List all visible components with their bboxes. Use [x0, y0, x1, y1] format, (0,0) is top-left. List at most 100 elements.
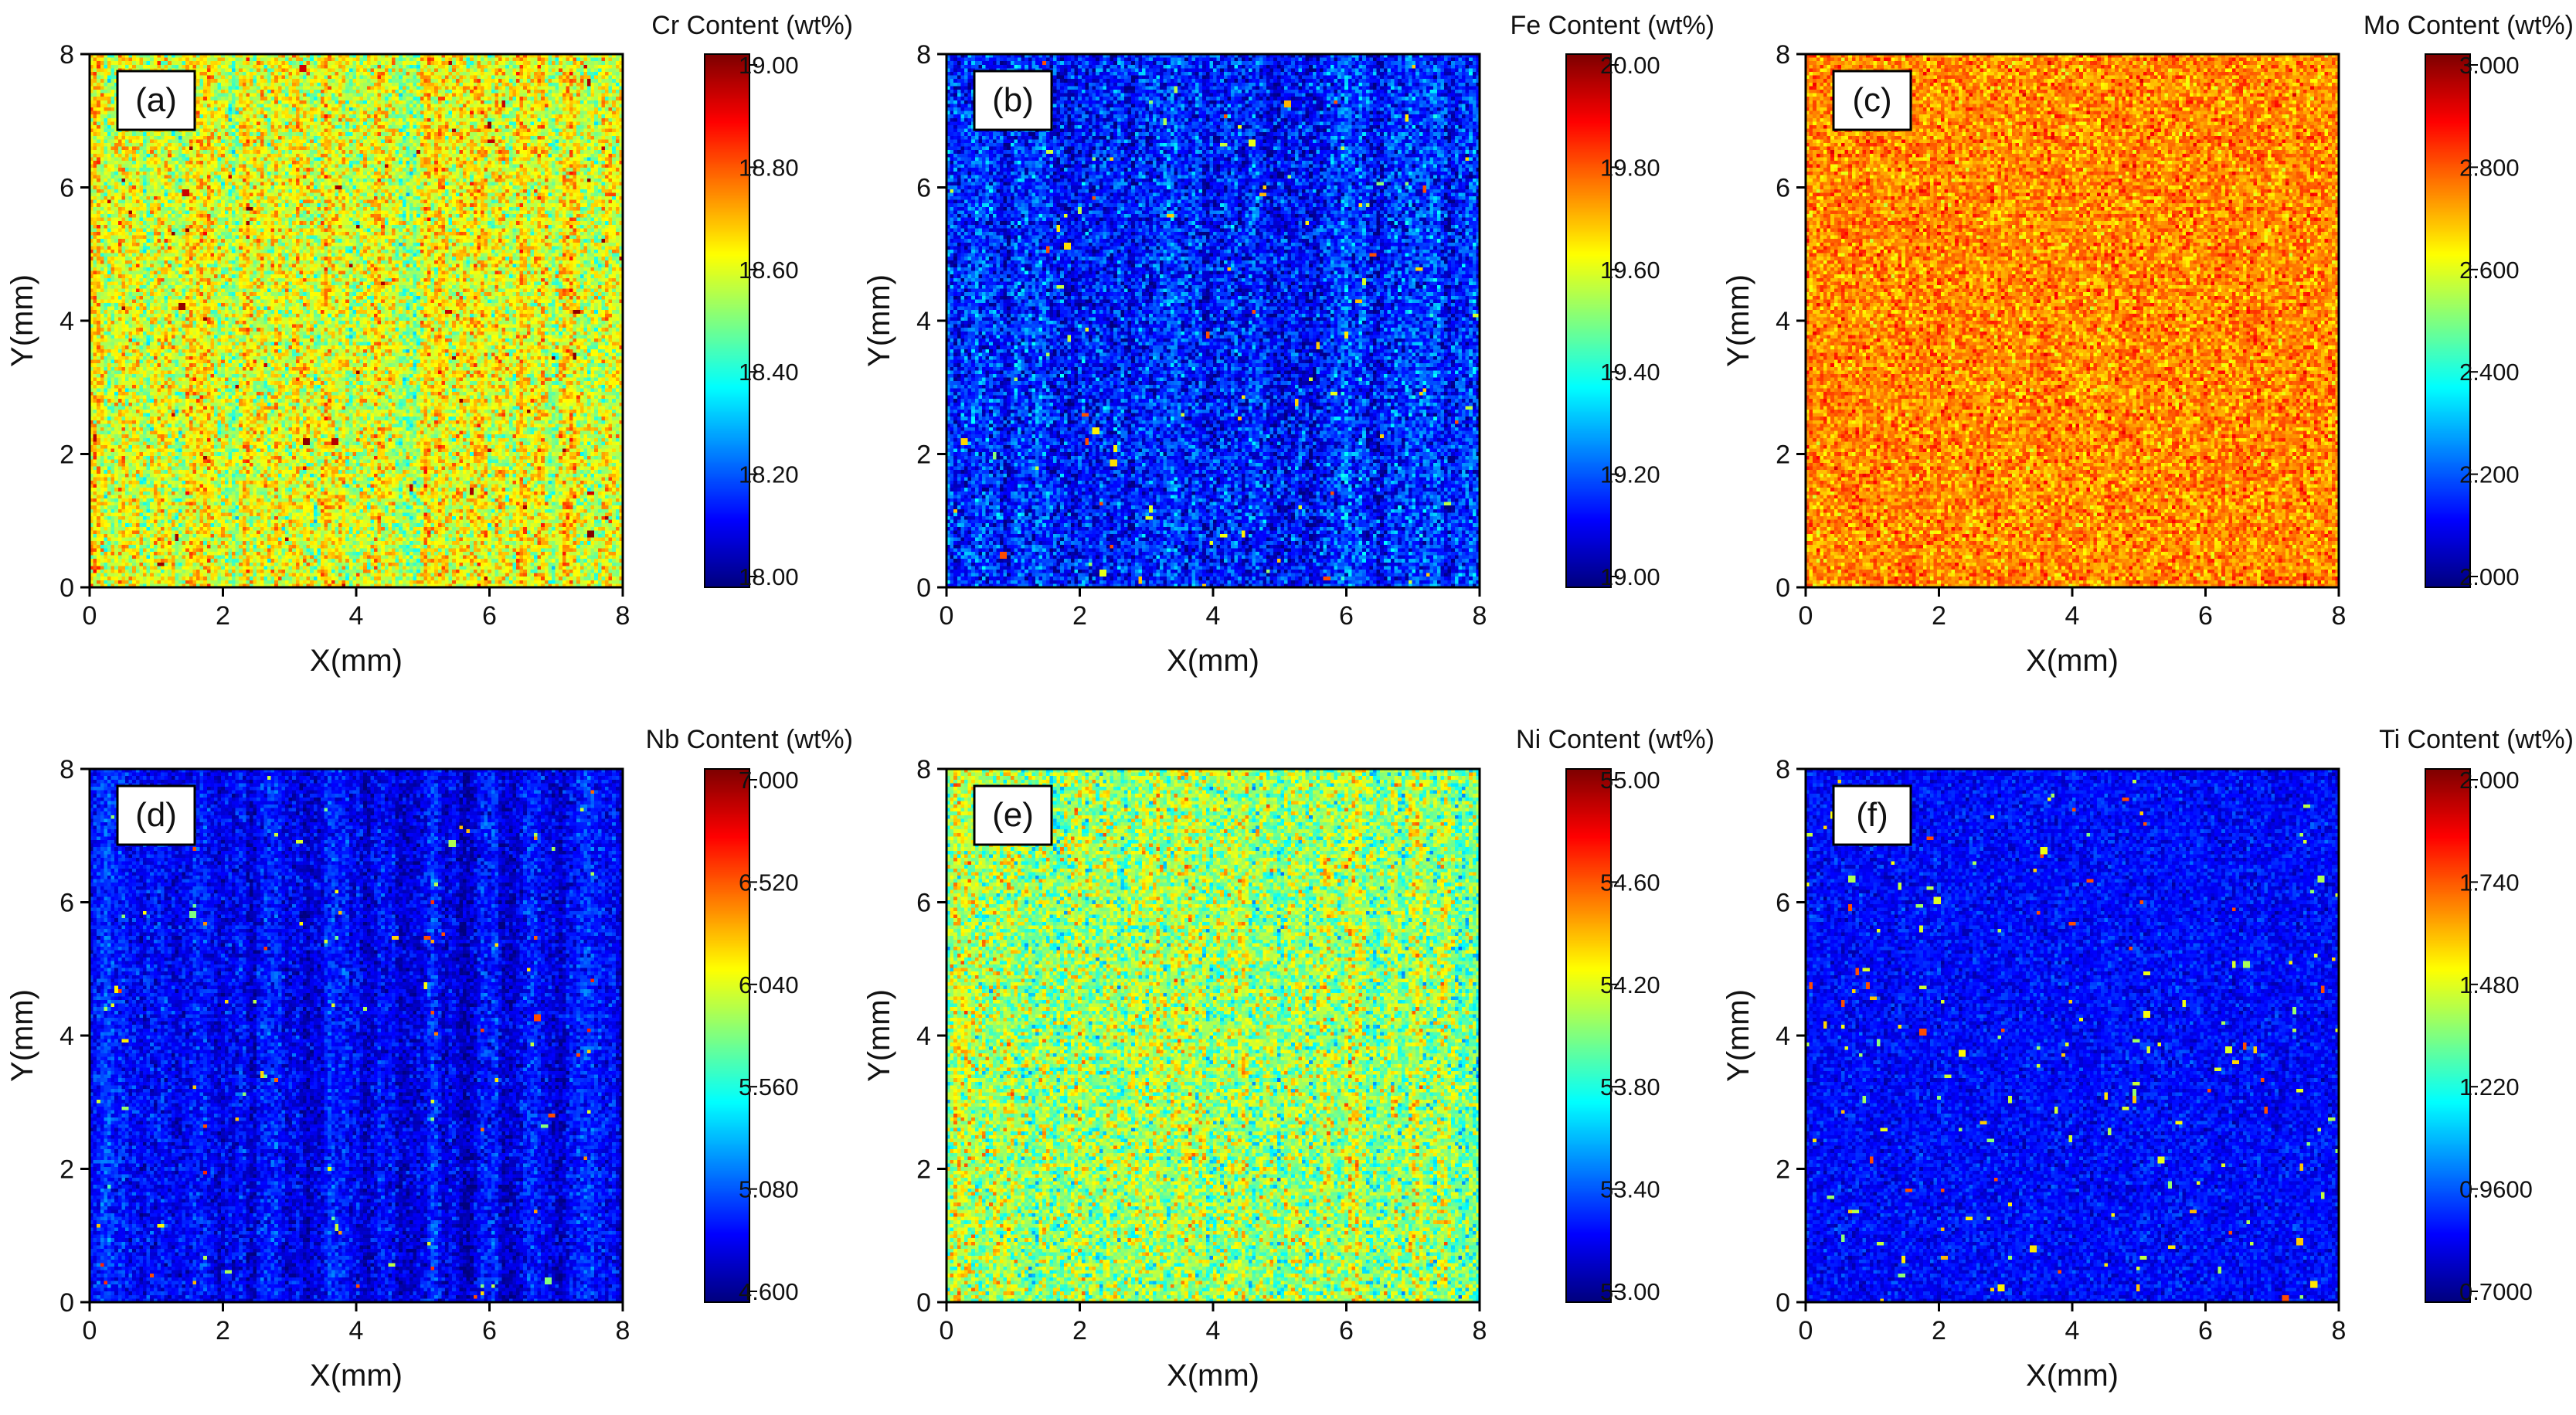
panel-label: (c)	[1852, 81, 1891, 119]
x-tick-label: 4	[349, 601, 364, 631]
y-tick-label: 8	[59, 40, 74, 70]
x-axis-label: X(mm)	[1167, 1359, 1259, 1393]
x-tick-label: 2	[1932, 601, 1946, 631]
x-tick-label: 0	[1799, 601, 1813, 631]
colorbar-frame	[1565, 53, 1612, 588]
x-tick-label: 8	[2332, 601, 2347, 631]
y-tick-label: 8	[59, 755, 74, 784]
y-tick-label: 0	[916, 1288, 931, 1318]
colorbar-title: Nb Content (wt%)	[646, 725, 853, 754]
colorbar-tick-label: 53.00	[1600, 1278, 1660, 1305]
y-tick-label: 4	[59, 307, 74, 336]
colorbar-title: Fe Content (wt%)	[1510, 11, 1715, 40]
colorbar-tick-label: 2.000	[2459, 767, 2520, 794]
heatmap	[946, 769, 1480, 1302]
panel-label-box	[1832, 784, 1912, 846]
y-tick-label: 2	[59, 440, 74, 470]
panel-f: 0 2 4 6 8 0 2 4 6 8 X(mm) Y(mm) (f) 2.000 1.740 1.480 1.…	[1721, 725, 2574, 1393]
x-tick-label: 6	[2198, 1316, 2213, 1345]
y-tick-label: 6	[1776, 174, 1790, 203]
x-tick-label: 6	[482, 1316, 497, 1345]
panel-b: 0 2 4 6 8 0 2 4 6 8 X(mm) Y(mm) (b) 20.00 19.80 19.60 19…	[862, 11, 1715, 678]
x-tick-label: 4	[1206, 1316, 1221, 1345]
colorbar-frame	[2425, 53, 2471, 588]
heatmap	[1806, 769, 2339, 1302]
colorbar-tick-label: 20.00	[1600, 52, 1660, 79]
colorbar-tick-label: 1.480	[2459, 971, 2520, 998]
x-tick-label: 6	[482, 601, 497, 631]
x-tick-label: 6	[1339, 601, 1354, 631]
panel-label: (e)	[992, 796, 1034, 834]
colorbar-tick-label: 53.80	[1600, 1073, 1660, 1100]
colorbar-tick-label: 5.080	[739, 1176, 799, 1203]
y-tick-label: 8	[1776, 40, 1790, 70]
x-tick-label: 4	[349, 1316, 364, 1345]
panel-d: 0 2 4 6 8 0 2 4 6 8 X(mm) Y(mm) (d) 7.000 6.520 6.040 5.…	[5, 725, 853, 1393]
heatmap	[946, 54, 1480, 587]
x-tick-label: 0	[940, 601, 954, 631]
y-tick-label: 0	[916, 573, 931, 603]
x-tick-label: 2	[216, 601, 230, 631]
x-tick-label: 6	[2198, 601, 2213, 631]
x-tick-label: 4	[2065, 1316, 2080, 1345]
colorbar	[705, 769, 749, 1302]
heatmap	[90, 769, 623, 1302]
panel-c: 0 2 4 6 8 0 2 4 6 8 X(mm) Y(mm) (c) 3.000 2.800 2.600 2.…	[1721, 11, 2574, 678]
panel-label: (b)	[992, 81, 1034, 119]
panel-label: (f)	[1856, 796, 1888, 834]
y-axis-label: Y(mm)	[1721, 274, 1755, 367]
colorbar-tick-label: 18.40	[739, 359, 799, 386]
x-tick-label: 6	[1339, 1316, 1354, 1345]
x-tick-label: 8	[616, 601, 630, 631]
y-tick-label: 2	[1776, 440, 1790, 470]
y-tick-label: 4	[1776, 1022, 1790, 1051]
y-tick-label: 4	[59, 1022, 74, 1051]
y-axis-label: Y(mm)	[862, 989, 896, 1082]
colorbar	[2425, 769, 2470, 1302]
y-tick-label: 6	[1776, 889, 1790, 918]
panel-a: 0 2 4 6 8 0 2 4 6 8 X(mm) Y(mm) (a) 19.00 18.80 18.60 18…	[5, 11, 853, 678]
colorbar-tick-label: 0.7000	[2459, 1278, 2533, 1305]
colorbar-frame	[704, 768, 750, 1303]
panel-e: 0 2 4 6 8 0 2 4 6 8 X(mm) Y(mm) (e) 55.00 54.60 54.20 53…	[862, 725, 1715, 1393]
colorbar-tick-label: 2.600	[2459, 257, 2520, 284]
x-tick-label: 8	[1473, 1316, 1487, 1345]
panel-label-box	[973, 784, 1053, 846]
colorbar	[1566, 769, 1611, 1302]
colorbar-tick-label: 2.400	[2459, 359, 2520, 386]
panel-label-box	[116, 784, 196, 846]
colorbar	[705, 54, 749, 587]
x-tick-label: 8	[1473, 601, 1487, 631]
colorbar-tick-label: 1.740	[2459, 869, 2520, 896]
x-tick-label: 0	[940, 1316, 954, 1345]
y-tick-label: 6	[59, 174, 74, 203]
y-tick-label: 0	[59, 573, 74, 603]
colorbar-tick-label: 2.000	[2459, 563, 2520, 590]
y-tick-label: 2	[916, 1155, 931, 1185]
colorbar-title: Ti Content (wt%)	[2379, 725, 2574, 754]
x-tick-label: 8	[616, 1316, 630, 1345]
colorbar-tick-label: 5.560	[739, 1073, 799, 1100]
y-axis-label: Y(mm)	[1721, 989, 1755, 1082]
x-axis-label: X(mm)	[1167, 644, 1259, 678]
colorbar-tick-label: 19.00	[1600, 563, 1660, 590]
colorbar-tick-label: 6.040	[739, 971, 799, 998]
colorbar-tick-label: 3.000	[2459, 52, 2520, 79]
y-tick-label: 4	[916, 1022, 931, 1051]
y-tick-label: 8	[916, 40, 931, 70]
colorbar-frame	[2425, 768, 2471, 1303]
colorbar-tick-label: 4.600	[739, 1278, 799, 1305]
y-tick-label: 2	[916, 440, 931, 470]
heatmap	[1806, 54, 2339, 587]
colorbar-tick-label: 6.520	[739, 869, 799, 896]
colorbar-frame	[704, 53, 750, 588]
colorbar-tick-label: 54.60	[1600, 869, 1660, 896]
x-tick-label: 2	[216, 1316, 230, 1345]
y-tick-label: 2	[59, 1155, 74, 1185]
x-axis-label: X(mm)	[310, 1359, 403, 1393]
colorbar-tick-label: 2.200	[2459, 461, 2520, 488]
colorbar-tick-label: 19.40	[1600, 359, 1660, 386]
y-tick-label: 2	[1776, 1155, 1790, 1185]
y-tick-label: 6	[916, 889, 931, 918]
